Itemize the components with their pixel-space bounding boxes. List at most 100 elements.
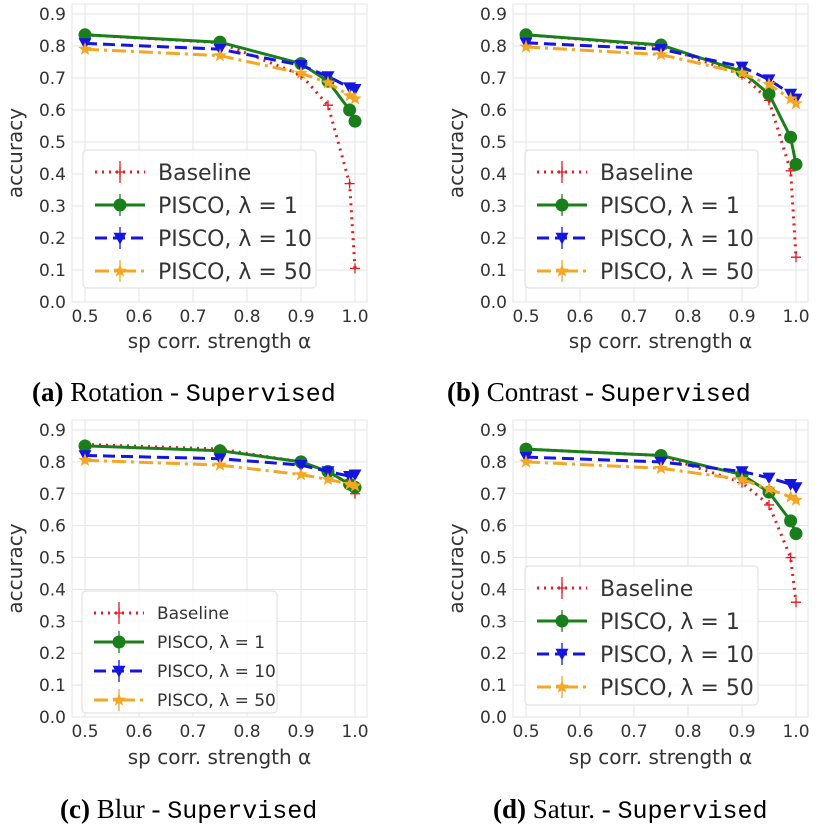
caption-label: (a) bbox=[32, 377, 64, 407]
star-marker bbox=[789, 96, 803, 110]
triangle-down-marker bbox=[348, 469, 362, 482]
caption-mono: Supervised bbox=[167, 797, 318, 826]
triangle-down-marker bbox=[784, 479, 798, 491]
circle-marker bbox=[555, 614, 569, 628]
star-marker bbox=[321, 75, 335, 89]
legend: Baseline PISCO, λ = 1 PISCO, λ = 10 PISCO, … bbox=[524, 565, 759, 706]
series-pisco-3 bbox=[78, 42, 362, 105]
y-tick-label: 0.3 bbox=[480, 612, 507, 632]
star-marker bbox=[348, 478, 362, 492]
y-tick-label: 0.3 bbox=[480, 197, 507, 217]
star-marker bbox=[654, 461, 668, 475]
caption-c: (c) Blur - Supervised bbox=[60, 794, 317, 826]
y-tick-label: 0.4 bbox=[39, 580, 66, 600]
legend-label: PISCO, λ = 10 bbox=[600, 643, 754, 668]
triangle-down-marker bbox=[789, 482, 803, 494]
legend-label: Baseline bbox=[600, 577, 693, 602]
star-marker bbox=[348, 91, 362, 105]
series-line bbox=[525, 460, 797, 502]
x-tick-label: 0.8 bbox=[674, 307, 701, 327]
legend-item: Baseline bbox=[537, 161, 693, 186]
legend-item: PISCO, λ = 10 bbox=[95, 227, 312, 252]
triangle-down-marker bbox=[294, 459, 308, 472]
x-tick-label: 0.7 bbox=[620, 307, 647, 327]
star-marker bbox=[762, 481, 776, 495]
x-tick-label: 0.5 bbox=[71, 307, 98, 327]
caption-d: (d) Satur. - Supervised bbox=[493, 794, 768, 826]
plus-marker bbox=[114, 608, 124, 618]
caption-text: Rotation - bbox=[70, 377, 186, 407]
y-tick-label: 0.4 bbox=[480, 580, 507, 600]
plus-marker bbox=[344, 178, 355, 189]
x-tick-label: 0.8 bbox=[674, 722, 701, 742]
y-tick-label: 0.0 bbox=[39, 293, 66, 313]
legend-label: PISCO, λ = 10 bbox=[157, 662, 276, 682]
legend-item: PISCO, λ = 10 bbox=[94, 660, 276, 682]
y-tick-label: 0.7 bbox=[480, 69, 507, 89]
legend-item: PISCO, λ = 1 bbox=[537, 610, 740, 635]
y-tick-label: 0.2 bbox=[39, 644, 66, 664]
caption-label: (b) bbox=[447, 377, 480, 407]
star-marker bbox=[519, 39, 533, 53]
y-tick-label: 0.0 bbox=[480, 708, 507, 728]
caption-text: Contrast - bbox=[486, 377, 601, 407]
x-tick-label: 0.5 bbox=[71, 722, 98, 742]
caption-a: (a) Rotation - Supervised bbox=[32, 377, 336, 409]
y-tick-label: 0.9 bbox=[39, 5, 66, 25]
y-axis-label: accuracy bbox=[444, 523, 468, 613]
plus-marker bbox=[791, 252, 801, 263]
y-tick-label: 0.9 bbox=[480, 5, 507, 25]
circle-marker bbox=[113, 198, 127, 212]
star-marker bbox=[519, 454, 533, 468]
y-tick-label: 0.2 bbox=[39, 229, 66, 249]
y-axis-label: accuracy bbox=[3, 523, 27, 613]
x-tick-label: 1.0 bbox=[782, 722, 809, 742]
y-tick-label: 0.8 bbox=[480, 453, 507, 473]
x-tick-label: 0.9 bbox=[287, 722, 314, 742]
plus-marker bbox=[764, 499, 774, 510]
x-tick-label: 0.7 bbox=[620, 722, 647, 742]
y-tick-label: 0.6 bbox=[39, 101, 66, 121]
y-tick-label: 0.1 bbox=[480, 261, 507, 281]
legend-label: PISCO, λ = 1 bbox=[157, 633, 265, 653]
triangle-down-marker bbox=[112, 665, 126, 678]
legend-label: PISCO, λ = 10 bbox=[600, 227, 754, 252]
circle-marker bbox=[789, 157, 803, 171]
x-tick-label: 0.9 bbox=[728, 722, 755, 742]
legend-box bbox=[81, 590, 278, 714]
star-marker bbox=[113, 263, 127, 277]
plus-marker bbox=[115, 167, 125, 177]
legend-item: PISCO, λ = 1 bbox=[95, 194, 298, 219]
y-tick-label: 0.2 bbox=[480, 644, 507, 664]
y-tick-label: 0.7 bbox=[480, 485, 507, 505]
legend-item: Baseline bbox=[95, 161, 251, 186]
series-line bbox=[84, 458, 356, 488]
star-marker bbox=[294, 66, 308, 79]
circle-marker bbox=[555, 198, 569, 212]
x-tick-label: 0.8 bbox=[233, 722, 260, 742]
x-tick-label: 0.6 bbox=[566, 722, 593, 742]
x-axis-label: sp corr. strength α bbox=[569, 745, 752, 769]
legend-label: PISCO, λ = 50 bbox=[158, 260, 312, 285]
y-tick-label: 0.5 bbox=[39, 549, 66, 569]
legend-label: Baseline bbox=[158, 161, 251, 186]
circle-marker bbox=[789, 527, 803, 541]
legend-box bbox=[524, 565, 759, 706]
triangle-down-marker bbox=[321, 466, 335, 478]
x-tick-label: 0.9 bbox=[287, 307, 314, 327]
legend: Baseline PISCO, λ = 1 PISCO, λ = 10 PISCO, … bbox=[524, 149, 759, 289]
series-pisco-2 bbox=[519, 451, 803, 494]
legend-item: PISCO, λ = 10 bbox=[537, 643, 754, 668]
x-tick-label: 0.5 bbox=[512, 307, 539, 327]
x-tick-label: 0.6 bbox=[566, 307, 593, 327]
x-tick-label: 0.9 bbox=[728, 307, 755, 327]
x-tick-label: 1.0 bbox=[782, 307, 809, 327]
star-marker bbox=[342, 88, 357, 102]
triangle-down-marker bbox=[113, 232, 127, 245]
circle-marker bbox=[348, 114, 362, 128]
circle-marker bbox=[112, 635, 126, 649]
subplot-c: 0.5 0.6 0.7 0.8 0.9 1.0 0.0 0.1 0.2 0.3 0.4 0.5 0.6 0… bbox=[3, 419, 369, 769]
y-tick-label: 0.9 bbox=[480, 421, 507, 441]
plus-marker bbox=[350, 263, 360, 274]
